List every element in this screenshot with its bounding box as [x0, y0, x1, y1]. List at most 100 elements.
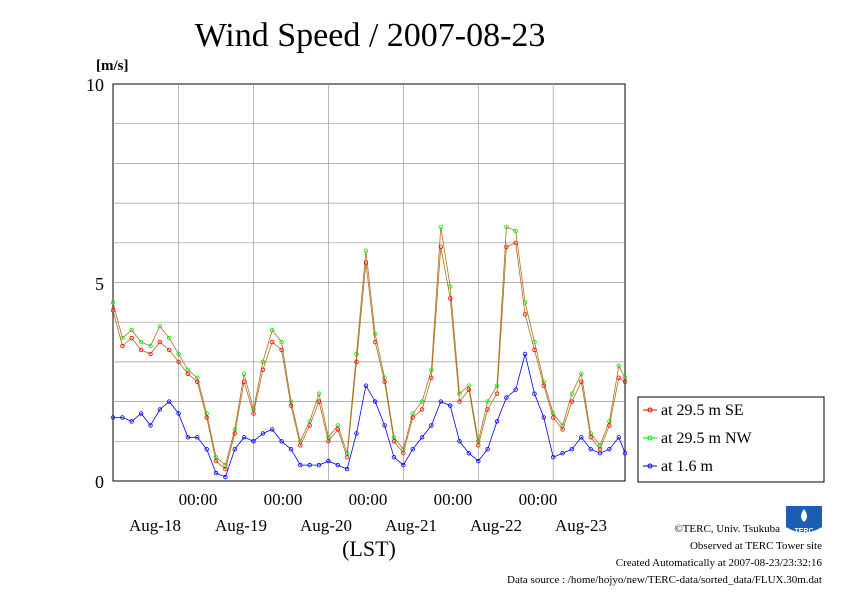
data-point — [429, 375, 434, 380]
data-point — [579, 379, 584, 384]
terc-logo-icon: TERC — [786, 506, 822, 535]
data-point — [120, 343, 125, 349]
data-point — [148, 351, 153, 357]
data-point — [138, 411, 144, 416]
data-point — [513, 228, 518, 234]
data-point — [401, 451, 406, 456]
data-point — [504, 244, 509, 249]
data-point — [166, 399, 172, 404]
data-point — [204, 447, 209, 452]
data-point — [466, 387, 472, 392]
data-point — [485, 407, 490, 412]
data-point — [129, 419, 134, 424]
data-point — [270, 327, 275, 333]
data-point — [457, 391, 462, 396]
y-tick-label: 10 — [86, 75, 104, 95]
data-point — [410, 415, 415, 420]
data-point — [569, 399, 575, 404]
data-point — [157, 407, 162, 412]
data-point — [223, 474, 228, 480]
data-point — [213, 458, 219, 464]
data-point — [382, 379, 387, 384]
data-point — [185, 435, 191, 440]
data-point — [522, 351, 528, 357]
x-date-label: Aug-21 — [385, 516, 437, 535]
data-point — [419, 399, 425, 404]
data-point — [279, 439, 284, 444]
logo-text: TERC — [794, 528, 813, 535]
series-line — [112, 242, 626, 470]
data-point — [241, 371, 247, 376]
data-point — [213, 470, 219, 476]
data-point — [232, 431, 237, 436]
data-point — [391, 455, 397, 460]
legend-item-low: at 1.6 m — [643, 458, 714, 475]
data-point — [476, 443, 481, 448]
data-point — [176, 359, 181, 365]
data-point — [607, 447, 612, 452]
data-point — [410, 447, 415, 452]
data-point — [279, 339, 284, 345]
data-point — [382, 423, 387, 428]
data-point — [204, 415, 209, 420]
data-point — [316, 462, 322, 468]
data-point — [166, 347, 172, 353]
data-point — [298, 462, 303, 468]
data-point — [279, 347, 284, 353]
chart-title: Wind Speed / 2007-08-23 — [195, 17, 546, 54]
data-point — [569, 391, 575, 396]
footer-created: Created Automatically at 2007-08-23/23:3… — [616, 557, 823, 569]
data-point — [270, 427, 275, 432]
footer-observed: Observed at TERC Tower site — [690, 540, 822, 552]
data-point — [260, 359, 266, 365]
x-date-label: Aug-20 — [300, 516, 352, 535]
legend-marker-nw — [647, 435, 653, 441]
data-point — [326, 458, 331, 464]
data-point — [504, 395, 509, 400]
data-point — [391, 439, 397, 444]
x-date-label: Aug-23 — [555, 516, 607, 535]
data-point — [307, 462, 312, 468]
data-point — [373, 331, 378, 337]
data-point — [241, 435, 247, 440]
data-point — [466, 451, 472, 456]
data-point — [560, 451, 565, 456]
data-point — [579, 435, 584, 440]
data-point — [110, 415, 116, 420]
data-point — [157, 324, 162, 329]
data-point — [373, 399, 378, 404]
data-point — [448, 403, 453, 408]
data-point — [457, 399, 462, 404]
data-point — [541, 415, 546, 420]
footer-source: Data source : /home/hojyo/new/TERC-data/… — [507, 574, 822, 586]
data-point — [176, 411, 181, 416]
legend-label-nw: at 29.5 m NW — [661, 430, 753, 447]
y-tick-label: 5 — [95, 274, 104, 294]
data-point — [251, 439, 256, 444]
data-point — [148, 423, 153, 428]
data-point — [288, 447, 294, 452]
series-layer — [110, 224, 628, 480]
data-point — [579, 371, 584, 376]
legend-item-nw: at 29.5 m NW — [643, 430, 753, 447]
data-point — [569, 447, 575, 452]
data-point — [307, 423, 312, 428]
data-point — [476, 458, 481, 464]
data-point — [429, 367, 434, 372]
series-0 — [110, 240, 628, 472]
data-point — [138, 347, 144, 353]
data-point — [622, 451, 628, 456]
data-point — [448, 296, 453, 301]
data-point — [157, 339, 162, 345]
data-point — [363, 260, 369, 265]
data-point — [316, 399, 322, 404]
data-point — [344, 455, 350, 460]
data-point — [166, 335, 172, 341]
data-point — [457, 439, 462, 444]
data-point — [616, 435, 621, 440]
x-time-label: 00:00 — [264, 490, 303, 509]
data-point — [326, 439, 331, 444]
data-point — [176, 351, 181, 357]
data-point — [429, 423, 434, 428]
